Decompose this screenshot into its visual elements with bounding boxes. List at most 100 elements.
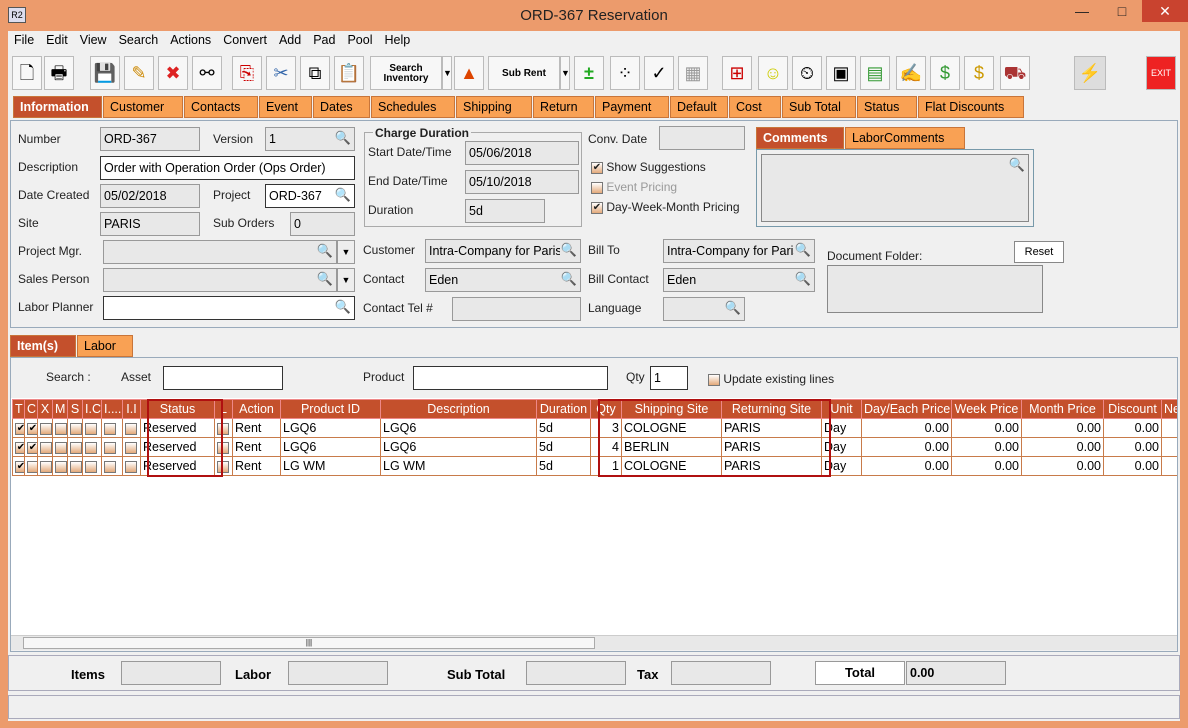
row-checkbox[interactable] xyxy=(27,460,37,473)
duration-field[interactable]: 5d xyxy=(465,199,545,223)
search-icon[interactable]: 🔍 xyxy=(560,242,577,257)
checkbox-cell[interactable] xyxy=(52,437,68,457)
sales-person-field[interactable]: 🔍 xyxy=(103,268,337,292)
product-input[interactable] xyxy=(413,366,608,390)
tab-event[interactable]: Event xyxy=(259,96,312,118)
checkbox-cell[interactable] xyxy=(122,456,141,476)
row-checkbox[interactable]: ✔ xyxy=(27,422,38,435)
row-checkbox[interactable] xyxy=(55,460,67,473)
row-checkbox[interactable] xyxy=(104,441,116,454)
sub-rent-button[interactable]: Sub Rent xyxy=(488,56,560,90)
search-inventory-button[interactable]: Search Inventory xyxy=(370,56,442,90)
tab-status[interactable]: Status xyxy=(857,96,917,118)
row-checkbox[interactable]: ✔ xyxy=(15,460,24,473)
column-header[interactable]: Month Price xyxy=(1021,399,1104,419)
row-checkbox[interactable] xyxy=(125,422,137,435)
checkbox-cell[interactable] xyxy=(101,437,123,457)
column-header[interactable]: Returning Site xyxy=(721,399,822,419)
contact-field[interactable]: Eden 🔍 xyxy=(425,268,581,292)
end-date-field[interactable]: 05/10/2018 xyxy=(465,170,579,194)
tab-items[interactable]: Item(s) xyxy=(10,335,76,357)
row-checkbox[interactable] xyxy=(217,460,229,473)
search-icon[interactable]: 🔍 xyxy=(334,130,351,145)
horizontal-scrollbar[interactable]: ||| xyxy=(11,635,1177,650)
menu-view[interactable]: View xyxy=(79,33,107,47)
close-button[interactable]: ✕ xyxy=(1142,0,1188,22)
row-checkbox[interactable]: ✔ xyxy=(15,441,24,454)
column-header[interactable]: Day/Each Price xyxy=(861,399,952,419)
menu-convert[interactable]: Convert xyxy=(223,33,267,47)
column-header[interactable]: X xyxy=(37,399,53,419)
schedule-icon[interactable]: ⏲ xyxy=(792,56,822,90)
column-header[interactable]: M xyxy=(52,399,68,419)
column-header[interactable]: T xyxy=(12,399,25,419)
column-header[interactable]: L xyxy=(214,399,233,419)
row-checkbox[interactable] xyxy=(85,422,97,435)
hierarchy-icon[interactable]: ⊞ xyxy=(722,56,752,90)
paste-icon[interactable]: 📋 xyxy=(334,56,364,90)
checkbox-cell[interactable]: ✔ xyxy=(12,418,25,438)
comments-textarea[interactable]: 🔍 xyxy=(761,154,1029,222)
row-checkbox[interactable]: ✔ xyxy=(15,422,24,435)
checkbox-cell[interactable] xyxy=(24,456,38,476)
tab-payment[interactable]: Payment xyxy=(595,96,669,118)
customer-field[interactable]: Intra-Company for Paris Site🔍 xyxy=(425,239,581,263)
stack-icon[interactable]: ▤ xyxy=(860,56,890,90)
labor-planner-field[interactable]: 🔍 xyxy=(103,296,355,320)
search-icon[interactable]: 🔍 xyxy=(334,187,351,202)
binoculars-icon[interactable]: ⚯ xyxy=(192,56,222,90)
row-checkbox[interactable] xyxy=(85,441,97,454)
search-icon[interactable]: 🔍 xyxy=(724,300,741,315)
column-header[interactable]: Ne xyxy=(1161,399,1177,419)
sales-person-dropdown[interactable]: ▼ xyxy=(337,268,355,292)
checkbox-cell[interactable] xyxy=(52,456,68,476)
checkbox-cell[interactable] xyxy=(101,418,123,438)
balls-icon[interactable]: ⁘ xyxy=(610,56,640,90)
row-checkbox[interactable]: ✔ xyxy=(27,441,38,454)
column-header[interactable]: Duration xyxy=(536,399,591,419)
tab-information[interactable]: Information xyxy=(13,96,102,118)
smiley-icon[interactable]: ☺ xyxy=(758,56,788,90)
exit-button[interactable]: EXIT xyxy=(1146,56,1176,90)
row-checkbox[interactable] xyxy=(55,441,67,454)
column-header[interactable]: Status xyxy=(140,399,215,419)
checkbox-cell[interactable] xyxy=(67,456,83,476)
new-icon[interactable]: 🗋 xyxy=(12,56,42,90)
tab-default[interactable]: Default xyxy=(670,96,728,118)
tab-laborcomments[interactable]: LaborComments xyxy=(845,127,965,149)
menu-pad[interactable]: Pad xyxy=(313,33,336,47)
lightning-icon[interactable]: ⚡ xyxy=(1074,56,1106,90)
column-header[interactable]: I.I xyxy=(122,399,141,419)
version-field[interactable]: 1 🔍 xyxy=(265,127,355,151)
row-checkbox[interactable] xyxy=(104,422,116,435)
checkbox-cell[interactable]: ✔ xyxy=(12,437,25,457)
print-icon[interactable]: 🖶 xyxy=(44,56,74,90)
stamp-icon[interactable]: ▣ xyxy=(826,56,856,90)
checkbox-cell[interactable] xyxy=(37,418,53,438)
row-checkbox[interactable] xyxy=(70,441,82,454)
row-checkbox[interactable] xyxy=(40,441,52,454)
update-existing-checkbox[interactable]: Update existing lines xyxy=(708,372,834,386)
checkbox-cell[interactable] xyxy=(67,418,83,438)
event-pricing-checkbox[interactable]: Event Pricing xyxy=(591,180,677,194)
checkbox-cell[interactable] xyxy=(82,418,102,438)
qty-input[interactable]: 1 xyxy=(650,366,688,390)
checkbox-cell[interactable] xyxy=(101,456,123,476)
minimize-button[interactable]: — xyxy=(1075,3,1089,19)
search-icon[interactable]: 🔍 xyxy=(316,243,333,258)
column-header[interactable]: I.C xyxy=(82,399,102,419)
checkbox-cell[interactable] xyxy=(82,437,102,457)
checkbox-cell[interactable]: ✔ xyxy=(24,418,38,438)
maximize-button[interactable]: □ xyxy=(1117,3,1127,19)
search-icon[interactable]: 🔍 xyxy=(560,271,577,286)
project-mgr-field[interactable]: 🔍 xyxy=(103,240,337,264)
tab-labor[interactable]: Labor xyxy=(77,335,133,357)
menu-edit[interactable]: Edit xyxy=(46,33,68,47)
language-field[interactable]: 🔍 xyxy=(663,297,745,321)
document-folder-box[interactable] xyxy=(827,265,1043,313)
row-checkbox[interactable] xyxy=(85,460,97,473)
row-checkbox[interactable] xyxy=(104,460,116,473)
column-header[interactable]: S xyxy=(67,399,83,419)
column-header[interactable]: I.... xyxy=(101,399,123,419)
checkbox-cell[interactable] xyxy=(37,456,53,476)
